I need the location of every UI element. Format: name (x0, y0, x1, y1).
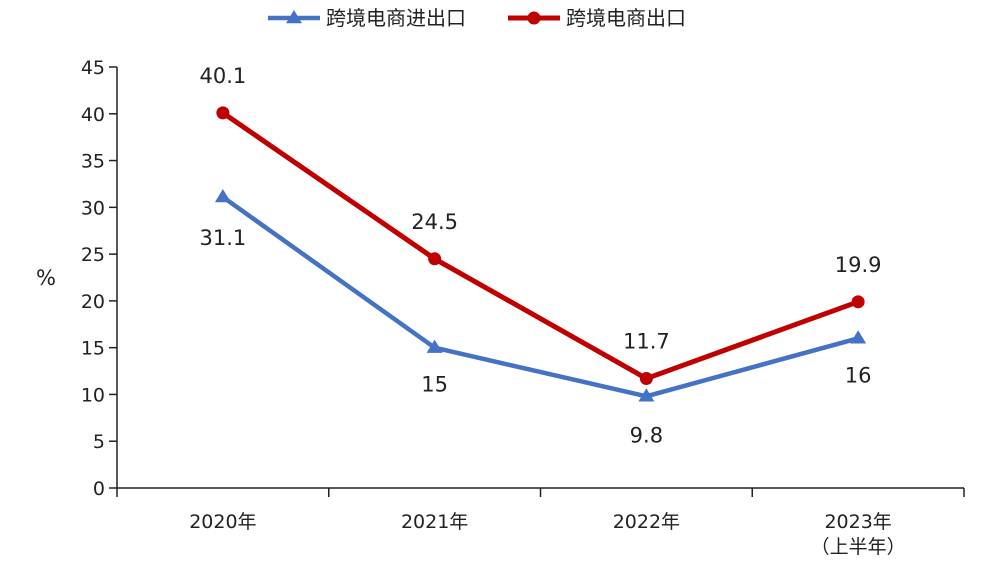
y-tick-label: 20 (81, 291, 105, 313)
circle-marker (216, 106, 230, 120)
triangle-marker (426, 339, 443, 353)
data-label: 40.1 (199, 64, 246, 88)
axes: 0 5 10 15 20 25 30 35 40 45 2020年 2021年 2022年 2023年 （上… (81, 57, 965, 558)
x-tick-label: （上半年） (811, 536, 906, 558)
y-tick-label: 15 (81, 338, 105, 360)
legend-circle-marker (527, 11, 541, 25)
data-label: 31.1 (199, 226, 246, 250)
y-tick-label: 45 (81, 57, 105, 79)
legend-label: 跨境电商进出口 (326, 6, 466, 30)
y-tick-label: 5 (93, 431, 105, 453)
triangle-marker (638, 388, 655, 402)
data-labels: 31.1 15 9.8 16 40.1 24.5 11.7 19.9 (199, 64, 881, 447)
data-label: 15 (421, 373, 448, 397)
circle-marker (851, 295, 865, 309)
circle-marker (428, 252, 442, 266)
data-label: 19.9 (835, 253, 882, 277)
data-label: 11.7 (623, 330, 670, 354)
series-group (214, 106, 867, 402)
y-axis-label: % (36, 266, 56, 290)
data-label: 16 (845, 363, 872, 387)
legend-label: 跨境电商出口 (566, 6, 686, 30)
circle-marker (639, 372, 653, 386)
triangle-marker (214, 189, 231, 203)
y-tick-label: 10 (81, 384, 105, 406)
triangle-marker (850, 330, 867, 344)
y-tick-label: 25 (81, 244, 105, 266)
series-line-2 (221, 110, 859, 382)
x-tick-label: 2021年 (401, 511, 468, 533)
legend-triangle-marker (286, 10, 302, 24)
y-tick-label: 35 (81, 151, 105, 173)
x-tick-label: 2023年 (824, 511, 891, 533)
data-label: 24.5 (411, 210, 458, 234)
x-tick-label: 2020年 (189, 511, 256, 533)
series-line-1 (221, 195, 859, 399)
y-tick-label: 30 (81, 197, 105, 219)
legend: 跨境电商进出口 跨境电商出口 (268, 6, 686, 30)
x-tick-label: 2022年 (613, 511, 680, 533)
y-tick-label: 40 (81, 104, 105, 126)
y-tick-label: 0 (93, 478, 105, 500)
data-label: 9.8 (630, 423, 663, 447)
